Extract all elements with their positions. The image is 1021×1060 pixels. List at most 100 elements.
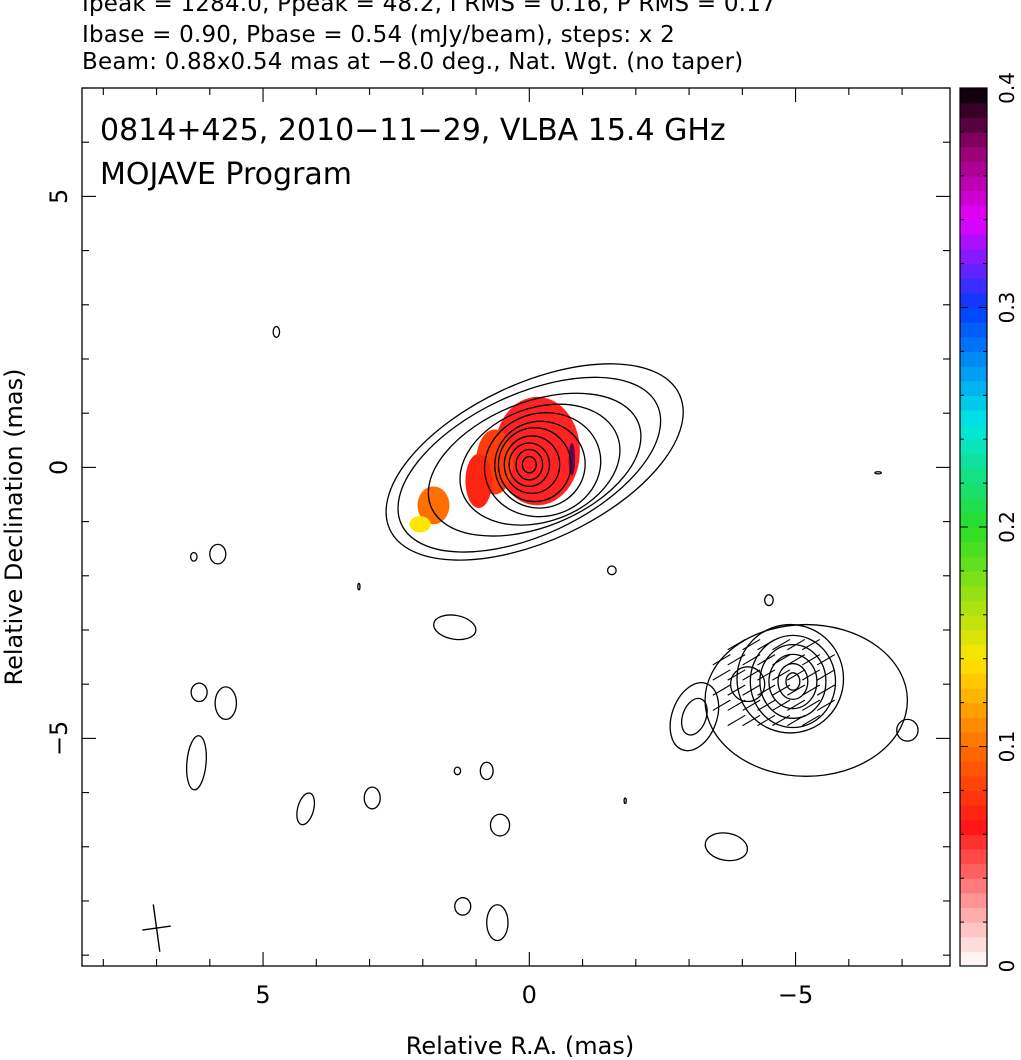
colorbar-step	[960, 424, 987, 440]
core-contour	[459, 403, 621, 526]
plot-frame	[81, 87, 951, 967]
colorbar-step	[960, 746, 987, 762]
core-contour	[508, 442, 551, 488]
evpa-vector	[712, 669, 731, 681]
evpa-vector	[787, 669, 806, 681]
noise-contour	[489, 813, 511, 837]
colorbar-step	[960, 717, 987, 733]
colorbar-step	[960, 512, 987, 528]
evpa-vector	[727, 684, 746, 696]
evpa-vector	[772, 638, 791, 651]
colorbar-label: 0.4	[995, 72, 1019, 104]
noise-contour	[190, 682, 208, 703]
x-axis-label: Relative R.A. (mas)	[406, 1032, 634, 1060]
colorbar-step	[960, 219, 987, 235]
evpa-vector	[787, 684, 806, 696]
noise-contour	[896, 718, 919, 742]
noise-contour	[433, 614, 477, 641]
evpa-vector	[772, 684, 791, 696]
noise-contour	[272, 325, 281, 338]
noise-contour	[357, 582, 361, 591]
noise-contour	[214, 686, 238, 721]
core-contour	[503, 435, 561, 495]
colorbar-step	[960, 907, 987, 923]
header-line-beam: Beam: 0.88x0.54 mas at −8.0 deg., Nat. W…	[82, 49, 744, 75]
evpa-vector	[801, 669, 821, 681]
noise-contour	[764, 594, 774, 607]
header-line-base: Ibase = 0.90, Pbase = 0.54 (mJy/beam), s…	[82, 22, 675, 48]
colorbar-step	[960, 951, 987, 967]
evpa-vector	[742, 669, 761, 681]
colorbar-label: 0.2	[995, 511, 1019, 543]
colorbar-step	[960, 278, 987, 294]
colorbar-step	[960, 161, 987, 177]
colorbar-step	[960, 146, 987, 162]
core-contour	[427, 392, 642, 537]
colorbar-step	[960, 322, 987, 338]
colorbar-step	[960, 366, 987, 382]
evpa-vector	[742, 699, 761, 711]
evpa-vector	[772, 669, 791, 681]
evpa-vector	[816, 699, 835, 711]
colorbar-step	[960, 307, 987, 323]
colorbar-step	[960, 351, 987, 367]
core-contour	[494, 420, 586, 509]
evpa-vector-layer	[712, 638, 835, 727]
evpa-vector	[816, 669, 835, 681]
colorbar-label: 0	[995, 960, 1019, 973]
knot-contour	[680, 697, 708, 736]
noise-contour	[874, 471, 882, 475]
contour-layer	[186, 325, 919, 942]
noise-contour	[186, 735, 207, 791]
evpa-vector	[816, 684, 835, 696]
core-contour	[515, 448, 544, 481]
noise-contour	[296, 792, 316, 826]
noise-contour	[453, 766, 462, 776]
colorbar-label: 0.3	[995, 292, 1019, 324]
knot-contour	[777, 662, 809, 700]
polarization-patch	[465, 453, 493, 509]
evpa-vector	[772, 714, 791, 727]
core-contour	[521, 455, 537, 474]
colorbar-step	[960, 878, 987, 894]
colorbar-step	[960, 468, 987, 484]
noise-contour	[363, 786, 381, 810]
colorbar-step	[960, 175, 987, 192]
evpa-vector	[772, 654, 791, 666]
y-tick-label: 5	[45, 189, 73, 204]
evpa-vector	[801, 638, 821, 651]
colorbar-step	[960, 292, 987, 309]
polarization-patch	[568, 442, 576, 476]
knot-contour	[759, 643, 827, 719]
evpa-vector	[757, 714, 776, 727]
colorbar-step	[960, 570, 987, 587]
colorbar-step	[960, 190, 987, 206]
evpa-vector	[727, 714, 746, 727]
map-title: 0814+425, 2010−11−29, VLBA 15.4 GHz	[100, 113, 726, 148]
y-axis-label: Relative Declination (mas)	[0, 368, 28, 685]
colorbar-step	[960, 790, 987, 806]
colorbar-step	[960, 702, 987, 718]
evpa-vector	[787, 638, 806, 651]
polarization-patch	[417, 486, 450, 525]
evpa-vector	[801, 699, 821, 711]
evpa-vector	[787, 654, 806, 666]
colorbar-step	[960, 234, 987, 250]
noise-contour	[623, 797, 627, 805]
evpa-vector	[757, 699, 776, 711]
evpa-vector	[742, 714, 761, 727]
colorbar-step	[960, 629, 987, 645]
colorbar-step	[960, 439, 987, 455]
colorbar-step	[960, 761, 987, 777]
noise-contour	[479, 761, 494, 781]
colorbar-step	[960, 848, 987, 865]
evpa-vector	[742, 638, 761, 651]
evpa-vector	[801, 684, 821, 696]
colorbar-label: 0.1	[995, 731, 1019, 763]
colorbar-step	[960, 527, 987, 543]
colorbar-step	[960, 658, 987, 674]
plot-area	[142, 325, 919, 952]
colorbar-step	[960, 541, 987, 557]
colorbar-step	[960, 892, 987, 909]
